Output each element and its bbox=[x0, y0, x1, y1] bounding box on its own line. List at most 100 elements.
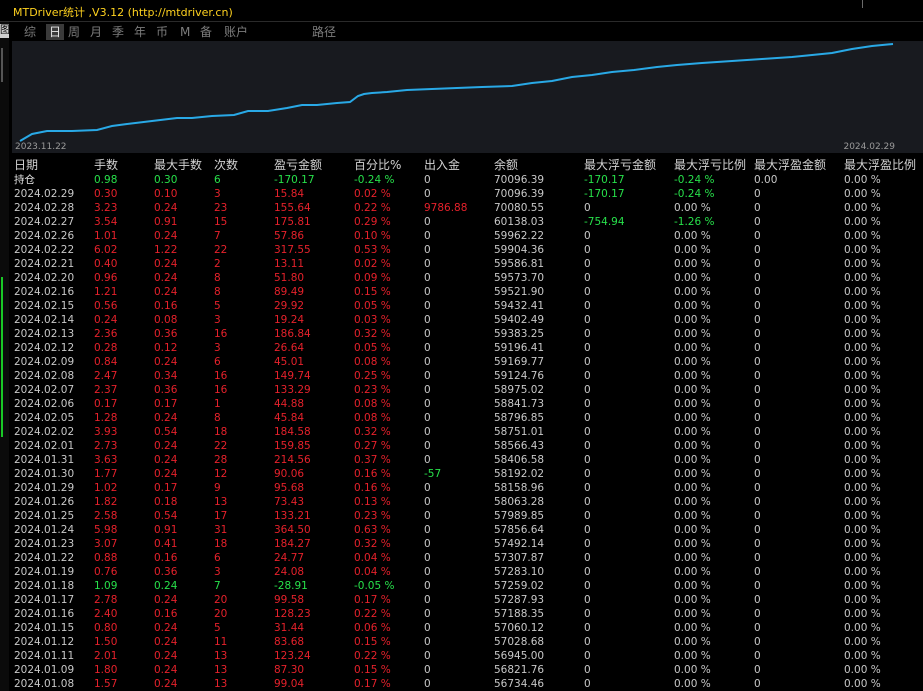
table-row[interactable]: 2024.02.29 0.30 0.10 3 15.84 0.02 % 0 70096.39 -… bbox=[10, 187, 923, 201]
table-row[interactable]: 2024.02.09 0.84 0.24 6 45.01 0.08 % 0 59169.77 0… bbox=[10, 355, 923, 369]
table-cell: 2.37 bbox=[94, 384, 118, 396]
table-cell: 2024.02.08 bbox=[14, 370, 75, 382]
table-cell: 0.24 bbox=[154, 272, 178, 284]
toolbar-tab[interactable]: 月 bbox=[90, 25, 103, 39]
table-cell: 0.53 % bbox=[354, 244, 391, 256]
toolbar-tab[interactable]: 路径 bbox=[312, 25, 337, 39]
table-cell: 0.00 % bbox=[844, 426, 881, 438]
table-cell: 0 bbox=[584, 482, 591, 494]
table-cell: 0.24 bbox=[154, 468, 178, 480]
column-header[interactable]: 盈亏金额 bbox=[274, 158, 323, 172]
table-row[interactable]: 2024.02.06 0.17 0.17 1 44.88 0.08 % 0 58841.73 0… bbox=[10, 397, 923, 411]
toolbar-tab[interactable]: 综 bbox=[24, 25, 37, 39]
table-row[interactable]: 2024.01.22 0.88 0.16 6 24.77 0.04 % 0 57307.87 0… bbox=[10, 551, 923, 565]
table-cell: 1.28 bbox=[94, 412, 118, 424]
table-row[interactable]: 2024.02.01 2.73 0.24 22 159.85 0.27 % 0 58566.4… bbox=[10, 439, 923, 453]
panel-toggle-icon[interactable]: 图 bbox=[0, 24, 9, 38]
table-row[interactable]: 2024.02.05 1.28 0.24 8 45.84 0.08 % 0 58796.85 0… bbox=[10, 411, 923, 425]
table-row[interactable]: 2024.01.08 1.57 0.24 13 99.04 0.17 % 0 56734.46… bbox=[10, 677, 923, 691]
table-cell: 0 bbox=[584, 314, 591, 326]
table-row[interactable]: 2024.02.12 0.28 0.12 3 26.64 0.05 % 0 59196.41 0… bbox=[10, 341, 923, 355]
table-cell: 2024.02.13 bbox=[14, 328, 75, 340]
table-cell: 0.91 bbox=[154, 524, 178, 536]
table-cell: 0.00 % bbox=[674, 580, 711, 592]
table-row[interactable]: 2024.01.23 3.07 0.41 18 184.27 0.32 % 0 57492.1… bbox=[10, 537, 923, 551]
column-header[interactable]: 百分比% bbox=[354, 158, 402, 172]
table-cell: 3 bbox=[214, 314, 221, 326]
table-row[interactable]: 2024.01.17 2.78 0.24 20 99.58 0.17 % 0 57287.93… bbox=[10, 593, 923, 607]
table-cell: 0.00 % bbox=[674, 398, 711, 410]
table-row[interactable]: 2024.02.13 2.36 0.36 16 186.84 0.32 % 0 59383.2… bbox=[10, 327, 923, 341]
table-row[interactable]: 2024.01.15 0.80 0.24 5 31.44 0.06 % 0 57060.12 0… bbox=[10, 621, 923, 635]
table-row[interactable]: 2024.02.22 6.02 1.22 22 317.55 0.53 % 0 59904.3… bbox=[10, 243, 923, 257]
table-cell: 18 bbox=[214, 426, 228, 438]
table-row[interactable]: 2024.02.08 2.47 0.34 16 149.74 0.25 % 0 59124.7… bbox=[10, 369, 923, 383]
table-cell: 0.00 % bbox=[674, 356, 711, 368]
table-cell: 6 bbox=[214, 552, 221, 564]
table-cell: 0 bbox=[754, 664, 761, 676]
column-header[interactable]: 最大浮亏金额 bbox=[584, 158, 657, 172]
table-row[interactable]: 2024.01.30 1.77 0.24 12 90.06 0.16 % -57 58192.… bbox=[10, 467, 923, 481]
table-cell: 0.00 % bbox=[674, 412, 711, 424]
column-header[interactable]: 出入金 bbox=[424, 158, 461, 172]
toolbar-tab[interactable]: 日 bbox=[46, 24, 65, 40]
table-row[interactable]: 2024.02.21 0.40 0.24 2 13.11 0.02 % 0 59586.81 0… bbox=[10, 257, 923, 271]
table-row[interactable]: 2024.02.02 3.93 0.54 18 184.58 0.32 % 0 58751.0… bbox=[10, 425, 923, 439]
table-cell: 0 bbox=[754, 356, 761, 368]
table-row[interactable]: 2024.01.29 1.02 0.17 9 95.68 0.16 % 0 58158.96 0… bbox=[10, 481, 923, 495]
table-cell: 2024.02.29 bbox=[14, 188, 75, 200]
toolbar-tab[interactable]: 年 bbox=[134, 25, 147, 39]
summary-row[interactable]: 持仓 0.98 0.30 6 -170.17 -0.24 % 0 70096.39 -170.1… bbox=[10, 173, 923, 187]
table-cell: 0 bbox=[754, 188, 761, 200]
toolbar-tab[interactable]: 季 bbox=[112, 25, 125, 39]
table-cell: 2024.01.08 bbox=[14, 678, 75, 690]
column-header[interactable]: 次数 bbox=[214, 158, 239, 172]
table-row[interactable]: 2024.01.31 3.63 0.24 28 214.56 0.37 % 0 58406.5… bbox=[10, 453, 923, 467]
column-header[interactable]: 最大浮亏比例 bbox=[674, 158, 747, 172]
table-row[interactable]: 2024.02.07 2.37 0.36 16 133.29 0.23 % 0 58975.0… bbox=[10, 383, 923, 397]
toolbar-tab[interactable]: 备 bbox=[200, 25, 213, 39]
toolbar-tab[interactable]: 账户 bbox=[224, 25, 249, 39]
column-header[interactable]: 最大浮盈金额 bbox=[754, 158, 827, 172]
table-row[interactable]: 2024.01.25 2.58 0.54 17 133.21 0.23 % 0 57989.8… bbox=[10, 509, 923, 523]
table-row[interactable]: 2024.01.19 0.76 0.36 3 24.08 0.04 % 0 57283.10 0… bbox=[10, 565, 923, 579]
table-cell: 2024.01.26 bbox=[14, 496, 75, 508]
table-row[interactable]: 2024.02.27 3.54 0.91 15 175.81 0.29 % 0 60138.0… bbox=[10, 215, 923, 229]
table-cell: 2024.01.16 bbox=[14, 608, 75, 620]
table-cell: 70096.39 bbox=[494, 188, 545, 200]
column-header[interactable]: 最大手数 bbox=[154, 158, 203, 172]
table-row[interactable]: 2024.01.11 2.01 0.24 13 123.24 0.22 % 0 56945.0… bbox=[10, 649, 923, 663]
table-cell: 3 bbox=[214, 342, 221, 354]
table-row[interactable]: 2024.02.28 3.23 0.24 23 155.64 0.22 % 9786.88 7… bbox=[10, 201, 923, 215]
table-cell: 0.54 bbox=[154, 510, 178, 522]
column-header[interactable]: 手数 bbox=[94, 158, 119, 172]
table-cell: 0.16 bbox=[154, 608, 178, 620]
table-cell: 0.41 bbox=[154, 538, 178, 550]
table-row[interactable]: 2024.02.26 1.01 0.24 7 57.86 0.10 % 0 59962.22 0… bbox=[10, 229, 923, 243]
table-row[interactable]: 2024.01.12 1.50 0.24 11 83.68 0.15 % 0 57028.68… bbox=[10, 635, 923, 649]
table-cell: 2024.01.19 bbox=[14, 566, 75, 578]
table-row[interactable]: 2024.01.26 1.82 0.18 13 73.43 0.13 % 0 58063.28… bbox=[10, 495, 923, 509]
table-cell: 0 bbox=[424, 566, 431, 578]
column-header[interactable]: 最大浮盈比例 bbox=[844, 158, 917, 172]
table-cell: 184.58 bbox=[274, 426, 311, 438]
column-header[interactable]: 日期 bbox=[14, 158, 39, 172]
table-row[interactable]: 2024.01.09 1.80 0.24 13 87.30 0.15 % 0 56821.76… bbox=[10, 663, 923, 677]
table-cell: 95.68 bbox=[274, 482, 305, 494]
table-cell: 70096.39 bbox=[494, 174, 545, 186]
table-cell: 0.18 bbox=[154, 496, 178, 508]
table-row[interactable]: 2024.01.18 1.09 0.24 7 -28.91 -0.05 % 0 57259.0… bbox=[10, 579, 923, 593]
table-cell: 0.37 % bbox=[354, 454, 391, 466]
title-separator bbox=[862, 0, 863, 8]
table-row[interactable]: 2024.02.15 0.56 0.16 5 29.92 0.05 % 0 59432.41 0… bbox=[10, 299, 923, 313]
toolbar-tab[interactable]: M bbox=[180, 25, 191, 39]
table-row[interactable]: 2024.02.16 1.21 0.24 8 89.49 0.15 % 0 59521.90 0… bbox=[10, 285, 923, 299]
column-header[interactable]: 余额 bbox=[494, 158, 519, 172]
toolbar-tab[interactable]: 周 bbox=[68, 25, 81, 39]
table-row[interactable]: 2024.01.24 5.98 0.91 31 364.50 0.63 % 0 57856.6… bbox=[10, 523, 923, 537]
table-row[interactable]: 2024.02.14 0.24 0.08 3 19.24 0.03 % 0 59402.49 0… bbox=[10, 313, 923, 327]
table-cell: 0 bbox=[754, 608, 761, 620]
toolbar-tab[interactable]: 币 bbox=[156, 25, 169, 39]
table-row[interactable]: 2024.01.16 2.40 0.16 20 128.23 0.22 % 0 57188.3… bbox=[10, 607, 923, 621]
table-row[interactable]: 2024.02.20 0.96 0.24 8 51.80 0.09 % 0 59573.70 0… bbox=[10, 271, 923, 285]
